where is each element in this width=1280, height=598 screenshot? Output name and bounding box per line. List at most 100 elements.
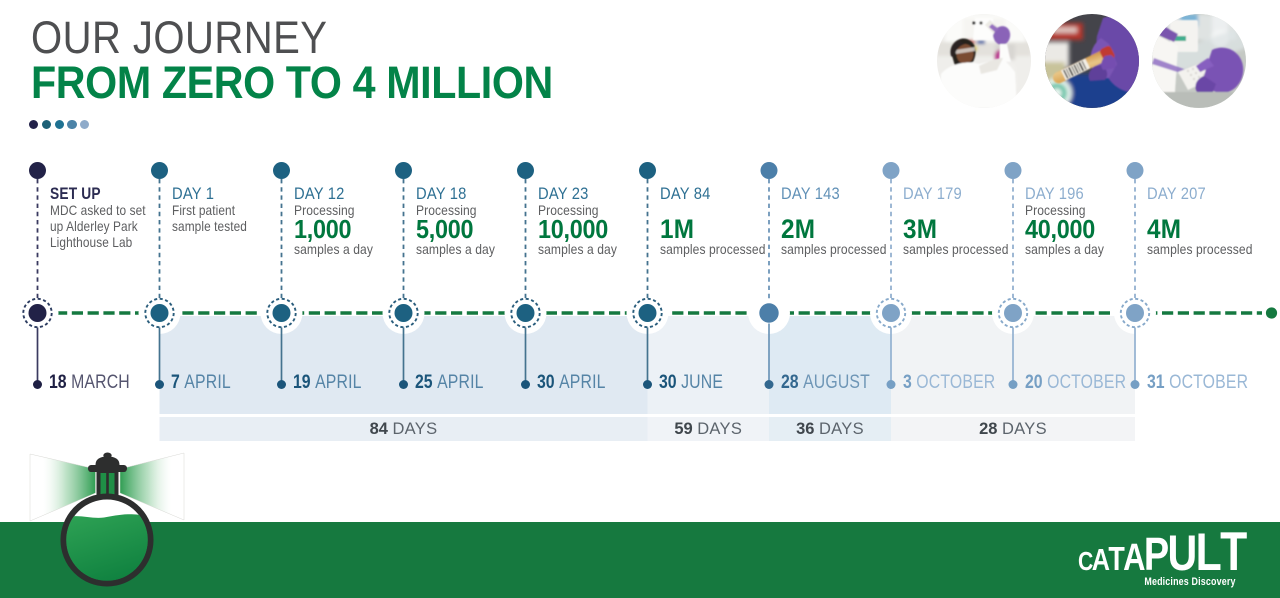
node-ring	[144, 297, 175, 329]
date-number: 28	[780, 371, 799, 393]
date-month: APRIL	[315, 371, 362, 393]
segment-days-unit: DAYS	[1001, 419, 1047, 438]
date-dot	[277, 380, 286, 389]
date-month: OCTOBER	[1046, 371, 1126, 393]
node-stat-value: 2M	[781, 213, 816, 244]
node-top-dot	[395, 162, 412, 179]
brand-letter: L	[1195, 523, 1221, 583]
date-label: 19 APRIL	[293, 373, 362, 392]
node-stat-suffix: samples processed	[659, 241, 766, 257]
node-day-label: DAY 23	[537, 184, 589, 203]
node-timeline-dot	[28, 304, 47, 322]
node-stat-value: 3M	[903, 213, 938, 244]
node-top-dot	[29, 162, 46, 179]
node-stat-suffix: samples a day	[1025, 241, 1104, 257]
title-progress-dot	[54, 120, 64, 130]
node-stat-value: 1,000	[293, 214, 351, 245]
node-ring	[997, 297, 1029, 329]
date-label: 28 AUGUST	[781, 373, 870, 392]
photo-scientist-inspecting-plate	[937, 14, 1031, 108]
date-number: 30	[659, 371, 677, 393]
node-top-dot	[517, 162, 534, 179]
node-timeline-dot	[516, 304, 535, 322]
node-stat-value: 1M	[659, 213, 694, 244]
segment-days-unit: DAYS	[392, 419, 438, 438]
node-day-label: DAY 18	[415, 184, 467, 203]
date-dot	[886, 380, 896, 389]
date-dot	[1130, 380, 1140, 389]
date-month: APRIL	[184, 371, 231, 393]
date-label: 3 OCTOBER	[903, 373, 995, 392]
brand-tagline: Medicines Discovery	[1144, 576, 1236, 589]
node-stat-value: 5,000	[415, 214, 473, 245]
date-label: 7 APRIL	[171, 373, 231, 392]
brand-letter: P	[1143, 528, 1169, 581]
node-stat-prefix: Processing	[293, 202, 355, 218]
node-stat-suffix: samples processed	[903, 241, 1009, 257]
node-stat-value: 10,000	[537, 214, 608, 245]
segment-days-value: 84	[369, 419, 388, 438]
node-top-dot	[151, 162, 168, 179]
date-number: 25	[415, 371, 433, 393]
node-ring	[1119, 297, 1151, 329]
segment-days-unit: DAYS	[697, 419, 743, 438]
node-stat-suffix: samples processed	[781, 241, 887, 257]
timeline-end-dot	[1265, 307, 1278, 319]
node-timeline-dot	[759, 303, 779, 323]
node-day-label: DAY 207	[1147, 184, 1206, 203]
date-dot	[33, 380, 42, 389]
days-band-segment	[159, 417, 648, 441]
node-timeline-dot	[150, 304, 169, 322]
date-dot	[643, 380, 652, 389]
node-day-label: DAY 143	[781, 184, 840, 203]
node-ring	[388, 297, 419, 329]
segment-days-label: 36 DAYS	[796, 420, 864, 438]
date-month: JUNE	[681, 371, 724, 393]
node-top-dot	[273, 162, 290, 179]
node-desc-line: MDC asked to set	[49, 203, 146, 219]
segment-days-value: 28	[979, 419, 998, 438]
title-line-1: OUR JOURNEY	[30, 12, 327, 64]
date-dot	[155, 380, 164, 389]
node-top-dot	[1004, 162, 1022, 179]
date-band-segment	[647, 316, 769, 414]
node-top-dot	[639, 162, 656, 179]
brand-letter: T	[1219, 521, 1247, 583]
node-timeline-dot	[882, 304, 900, 322]
date-label: 20 OCTOBER	[1025, 373, 1126, 392]
brand-letter: A	[1091, 542, 1110, 578]
title-progress-dots	[29, 120, 90, 130]
date-month: OCTOBER	[915, 371, 995, 393]
title-progress-dot	[80, 120, 90, 130]
node-desc-line: First patient	[171, 203, 235, 219]
node-ring	[22, 297, 53, 329]
node-desc-line: Lighthouse Lab	[49, 235, 132, 251]
photo-well-plate-in-gloved-hands	[1152, 14, 1246, 108]
date-month: AUGUST	[802, 371, 870, 393]
node-stat-value: 40,000	[1025, 214, 1095, 245]
brand-letter: T	[1108, 540, 1124, 578]
node-day-label: DAY 12	[293, 184, 345, 203]
node-timeline-dot	[638, 304, 657, 322]
node-stat-suffix: samples a day	[293, 241, 373, 257]
date-dot	[1008, 380, 1018, 389]
date-band-segment	[769, 316, 891, 414]
node-stat-suffix: samples processed	[1147, 241, 1253, 257]
date-label: 31 OCTOBER	[1147, 373, 1248, 392]
segment-days-label: 59 DAYS	[674, 419, 743, 438]
node-timeline-dot	[394, 304, 413, 322]
date-number: 3	[902, 371, 912, 393]
brand-letter: C	[1077, 546, 1093, 577]
date-number: 31	[1146, 371, 1165, 393]
days-band-segment	[769, 417, 891, 441]
date-label: 30 APRIL	[537, 373, 606, 392]
node-day-label: DAY 179	[903, 184, 962, 203]
lighthouse-beam-left	[29, 453, 96, 522]
title-progress-dot	[67, 120, 77, 130]
node-timeline-dot	[1004, 304, 1022, 322]
date-month: OCTOBER	[1168, 371, 1248, 393]
node-stat-prefix: Processing	[537, 202, 599, 218]
